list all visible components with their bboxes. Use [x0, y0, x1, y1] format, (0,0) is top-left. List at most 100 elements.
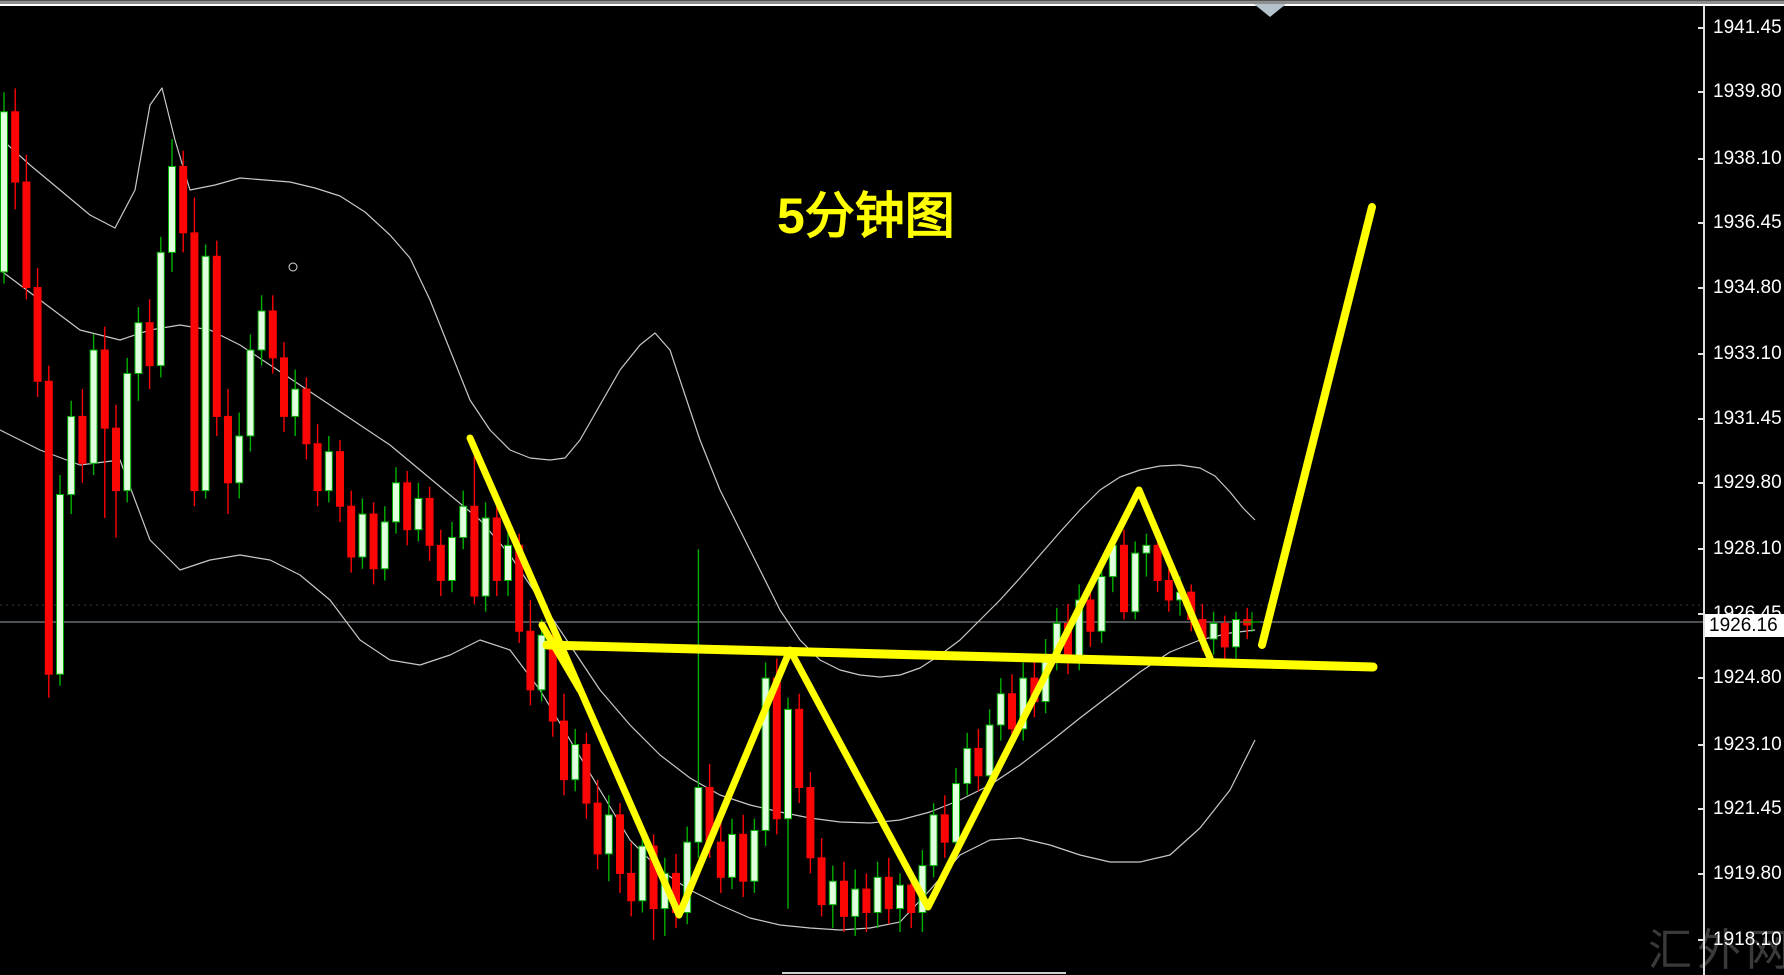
- candle-body: [828, 880, 837, 906]
- price-tick-mark: [1698, 158, 1705, 160]
- candle-body: [235, 435, 244, 484]
- candle-body: [784, 708, 792, 820]
- price-tick-label: 1918.10: [1713, 929, 1782, 950]
- price-tick-label: 1939.80: [1713, 81, 1782, 102]
- candle-body: [89, 349, 98, 464]
- price-tick-mark: [1698, 287, 1705, 289]
- candle-body: [302, 388, 311, 445]
- candle-body: [168, 165, 176, 253]
- candle-body: [123, 372, 132, 492]
- candle-body: [806, 786, 815, 859]
- candle-body: [224, 415, 232, 484]
- candle-body: [683, 841, 692, 913]
- candle-body: [291, 388, 300, 417]
- candle-body: [873, 876, 882, 913]
- candle-body: [862, 888, 871, 913]
- candle-body: [481, 517, 490, 597]
- candle-body: [638, 845, 647, 902]
- candle-body: [212, 255, 221, 417]
- candle-body: [436, 544, 445, 581]
- price-tick-label: 1924.80: [1713, 667, 1782, 688]
- candle-body: [616, 814, 624, 874]
- candle-body: [268, 310, 277, 359]
- price-tick-label: 1929.80: [1713, 472, 1782, 493]
- candle-body: [884, 876, 893, 910]
- candle-body: [0, 111, 8, 273]
- upward-projection-line-drawing[interactable]: [1258, 203, 1376, 649]
- candle-body: [593, 802, 602, 855]
- candle-body: [425, 497, 434, 546]
- candle-body: [537, 634, 546, 691]
- candle-body: [324, 451, 333, 492]
- candle-body: [100, 349, 109, 429]
- price-tick-mark: [1698, 744, 1705, 746]
- price-tick-label: 1936.45: [1713, 212, 1782, 233]
- candle-body: [896, 884, 904, 910]
- candle-body: [11, 111, 20, 183]
- candle-body: [504, 544, 512, 581]
- candle-body: [952, 783, 960, 843]
- candle-body: [67, 415, 76, 496]
- price-tick-mark: [1698, 873, 1705, 875]
- window-top-edge: [0, 0, 1784, 6]
- price-tick-label: 1941.45: [1713, 17, 1782, 38]
- price-tick-label: 1934.80: [1713, 277, 1782, 298]
- candle-body: [56, 494, 64, 675]
- price-tick-mark: [1698, 222, 1705, 224]
- candle-body: [369, 513, 378, 570]
- candle-body: [1142, 544, 1151, 554]
- candle-body: [627, 872, 636, 902]
- price-tick-mark: [1698, 808, 1705, 810]
- candle-body: [604, 814, 613, 855]
- horizontal-trendline-drawing[interactable]: [542, 640, 1378, 672]
- candle-body: [1019, 677, 1028, 730]
- price-chart-area[interactable]: [0, 0, 1703, 975]
- price-tick-mark: [1698, 27, 1705, 29]
- candle-body: [851, 888, 860, 917]
- candle-body: [795, 708, 804, 788]
- candle-body: [201, 255, 210, 492]
- candle-body: [78, 415, 87, 464]
- candle-body: [963, 747, 972, 785]
- candle-body: [403, 482, 412, 531]
- bollinger-lower-band: [0, 429, 1256, 931]
- candle-body: [716, 841, 725, 878]
- candle-body: [582, 744, 591, 804]
- candle-body: [526, 630, 535, 691]
- price-tick-label: 1928.10: [1713, 538, 1782, 559]
- price-tick-label: 1923.10: [1713, 734, 1782, 755]
- timeframe-text-label[interactable]: 5分钟图: [777, 188, 955, 244]
- candle-body: [560, 720, 568, 781]
- candle-body: [246, 349, 255, 437]
- w-pattern-zigzag-drawing[interactable]: [466, 434, 1214, 919]
- candle-body: [145, 322, 154, 367]
- bollinger-upper-band: [0, 87, 1256, 678]
- candle-body: [1232, 619, 1240, 648]
- auto-scroll-triangle-icon[interactable]: [1254, 4, 1286, 17]
- candle-body: [1097, 576, 1106, 632]
- candle-body: [728, 833, 736, 878]
- candle-body: [44, 380, 53, 675]
- current-price-badge: 1926.16: [1705, 614, 1784, 637]
- candle-body: [840, 880, 848, 917]
- short-parallel-line-drawing[interactable]: [538, 621, 584, 694]
- candle-body: [1209, 622, 1218, 640]
- candle-body: [996, 693, 1005, 726]
- candle-body: [280, 357, 288, 417]
- candle-body: [739, 833, 748, 882]
- bottom-edge-highlight: [782, 972, 1066, 974]
- candle-body: [190, 232, 199, 492]
- price-axis[interactable]: 1941.45 1939.80 1938.10 1936.45 1934.80 1933.…: [1698, 8, 1784, 975]
- price-tick-mark: [1698, 613, 1705, 615]
- price-tick-mark: [1698, 548, 1705, 550]
- price-tick-label: 1938.10: [1713, 148, 1782, 169]
- candle-body: [649, 845, 658, 910]
- candle-body: [156, 251, 165, 367]
- price-tick-mark: [1698, 91, 1705, 93]
- price-tick-mark: [1698, 353, 1705, 355]
- site-watermark: 汇外网: [1648, 926, 1784, 975]
- candle-body: [470, 505, 479, 597]
- price-tick-label: 1931.45: [1713, 408, 1782, 429]
- candle-body: [392, 482, 400, 523]
